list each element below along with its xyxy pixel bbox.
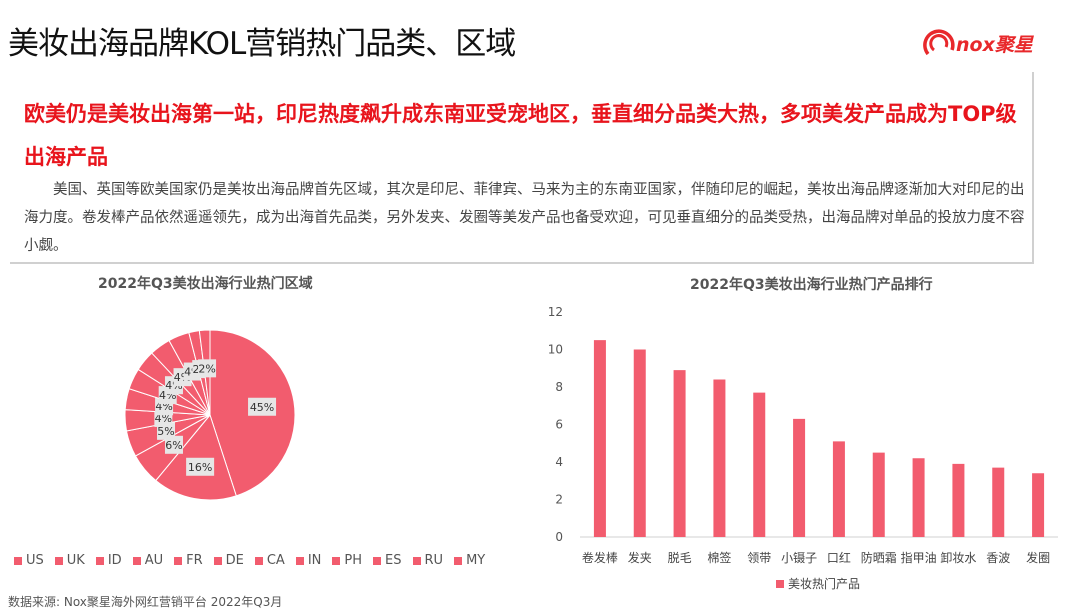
pie-label-box — [164, 435, 183, 454]
legend-label: US — [26, 553, 44, 568]
data-source: 数据来源: Nox聚星海外网红营销平台 2022年Q3月 — [8, 595, 283, 609]
x-tick-label: 卸妆水 — [940, 550, 976, 565]
legend-label: MY — [466, 553, 486, 568]
bar-6 — [793, 418, 806, 537]
legend-item-my: MY — [454, 553, 485, 568]
legend-swatch — [295, 556, 304, 565]
legend-swatch — [454, 556, 463, 565]
x-tick-label: 脱毛 — [668, 550, 692, 565]
bar-chart-title: 2022年Q3美妆出海行业热门产品排行 — [690, 277, 933, 293]
x-tick-label: 防晒霜 — [861, 550, 897, 565]
y-tick-label: 2 — [555, 493, 563, 507]
bar-7 — [832, 441, 845, 537]
legend-label: IN — [307, 553, 322, 568]
pie-label-text: 45% — [250, 401, 274, 414]
y-tick-label: 12 — [548, 305, 563, 319]
legend-label: DE — [225, 553, 244, 568]
legend-swatch — [174, 556, 183, 565]
bar-legend: 美妆热门产品 — [776, 576, 860, 591]
legend-swatch — [213, 556, 222, 565]
legend-item-es: ES — [373, 553, 402, 568]
legend-item-us: US — [14, 553, 44, 568]
page-title: 美妆出海品牌KOL营销热门品类、区域 — [8, 26, 516, 62]
legend-swatch — [373, 556, 382, 565]
legend-item-id: ID — [95, 553, 122, 568]
x-tick-label: 卷发棒 — [582, 550, 618, 565]
pie-label-us: 45% — [248, 397, 277, 416]
x-tick-label: 棉签 — [707, 550, 731, 565]
x-tick-label: 口红 — [827, 550, 851, 565]
legend-item-ph: PH — [332, 553, 362, 568]
legend-swatch — [54, 556, 63, 565]
legend-item-au: AU — [132, 553, 164, 568]
y-tick-label: 0 — [555, 530, 563, 544]
legend-label: CA — [266, 553, 285, 568]
pie-chart-title: 2022年Q3美妆出海行业热门区域 — [98, 276, 313, 292]
legend-swatch — [776, 580, 784, 588]
x-tick-label: 指甲油 — [901, 550, 937, 565]
bar-11 — [992, 467, 1005, 537]
bar-9 — [912, 458, 925, 537]
legend-label: AU — [144, 553, 164, 568]
legend-swatch — [332, 556, 341, 565]
pie-label-box — [186, 457, 215, 476]
bar-12 — [1032, 473, 1045, 537]
legend-label: FR — [186, 553, 203, 568]
y-tick-label: 10 — [548, 343, 563, 357]
x-tick-label: 领带 — [747, 551, 771, 565]
bar-5 — [753, 392, 766, 537]
pie-label-box — [248, 397, 277, 416]
y-tick-label: 4 — [555, 455, 563, 469]
legend-swatch — [95, 556, 104, 565]
pie-label-my: 2% — [198, 359, 217, 378]
bar-8 — [872, 452, 885, 537]
legend-label: PH — [344, 553, 363, 568]
legend-swatch — [132, 556, 141, 565]
x-tick-label: 发圈 — [1026, 550, 1050, 565]
pie-label-text: 6% — [165, 439, 182, 452]
bar-1 — [593, 340, 606, 537]
bar-3 — [673, 370, 686, 537]
logo-rings-icon — [923, 29, 955, 56]
y-tick-label: 6 — [555, 418, 563, 432]
summary-headline: 欧美仍是美妆出海第一站，印尼热度飙升成东南亚受宠地区，垂直细分品类大热，多项美发… — [24, 102, 1017, 169]
nox-logo: nox聚星 — [922, 20, 1042, 64]
pie-label-text: 5% — [157, 425, 174, 438]
bar-4 — [713, 379, 726, 537]
legend-item-in: IN — [295, 553, 322, 568]
x-tick-label: 香波 — [986, 551, 1010, 565]
x-tick-label: 小镊子 — [781, 551, 817, 565]
pie-label-text: 16% — [188, 461, 212, 474]
pie-slice-uk — [155, 413, 237, 501]
legend-swatch — [254, 556, 263, 565]
legend-label: UK — [66, 553, 85, 568]
bar-2 — [633, 349, 646, 537]
pie-label-box — [198, 359, 217, 378]
legend-swatch — [14, 556, 22, 565]
x-tick-label: 发夹 — [628, 550, 652, 565]
bar-10 — [952, 463, 965, 537]
legend-item-ca: CA — [254, 553, 285, 568]
summary-body: 美国、英国等欧美国家仍是美妆出海品牌首先区域，其次是印尼、菲律宾、马来为主的东南… — [24, 182, 1025, 254]
legend-label: 美妆热门产品 — [788, 576, 860, 591]
legend-item-de: DE — [213, 553, 244, 568]
logo-text: nox聚星 — [956, 34, 1033, 56]
bar-chart: 0 2 4 6 8 10 12 卷发棒 发夹 脱毛 棉签 领带 小镊子 口红 防晒霜 指甲油 卸妆水 香波 发圈美妆… — [548, 305, 1058, 591]
legend-label: ES — [385, 553, 402, 568]
legend-label: RU — [424, 553, 444, 568]
pie-label-uk: 16% — [186, 457, 215, 476]
pie-legend: US UK ID AU FR DE CA IN PH ES RU MY — [14, 553, 485, 568]
y-tick-label: 8 — [555, 380, 563, 394]
summary-box — [10, 72, 1034, 264]
legend-item-fr: FR — [174, 553, 203, 568]
pie-chart: 45%16%6%5%4%4%4%4%4%4%2%2% — [124, 329, 296, 501]
pie-label-id: 6% — [164, 435, 183, 454]
legend-label: ID — [107, 553, 122, 568]
pie-label-text: 2% — [198, 362, 215, 375]
legend-item-uk: UK — [54, 553, 85, 568]
legend-item-ru: RU — [412, 553, 444, 568]
legend-swatch — [412, 556, 421, 565]
